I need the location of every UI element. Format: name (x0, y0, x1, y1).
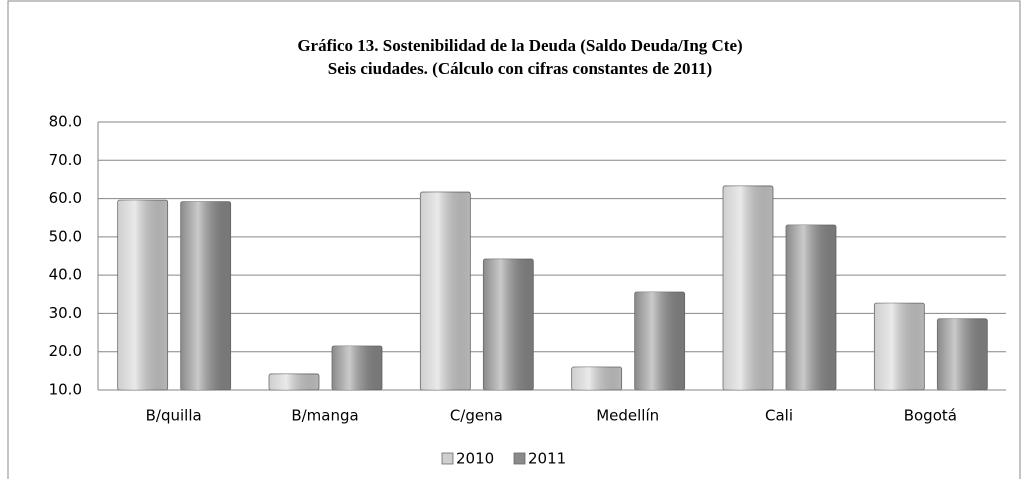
bar (268, 373, 320, 391)
x-tick-label: Bogotá (904, 407, 957, 425)
y-tick-label: 30.0 (49, 304, 82, 322)
legend-swatch (513, 452, 526, 465)
bar (936, 318, 988, 391)
chart-frame (7, 0, 1021, 479)
legend-label: 2011 (528, 450, 566, 468)
y-tick-label: 20.0 (49, 342, 82, 360)
chart-subtitle: Seis ciudades. (Cálculo con cifras const… (328, 59, 712, 78)
bar (180, 201, 232, 391)
bar (873, 302, 925, 391)
y-tick-label: 80.0 (49, 113, 82, 131)
y-tick-label: 40.0 (49, 266, 82, 284)
legend-swatch (441, 452, 454, 465)
bar (482, 258, 534, 391)
legend-label: 2010 (456, 450, 494, 468)
bar (571, 366, 623, 391)
bar (722, 185, 774, 391)
x-tick-label: B/quilla (146, 407, 202, 425)
y-tick-label: 50.0 (49, 227, 82, 245)
chart-title: Gráfico 13. Sostenibilidad de la Deuda (… (297, 36, 742, 55)
x-tick-label: C/gena (450, 407, 503, 425)
bar (785, 224, 837, 391)
bar (634, 291, 686, 391)
y-tick-label: 10.0 (49, 381, 82, 399)
bar (331, 345, 383, 391)
x-tick-label: B/manga (291, 407, 358, 425)
x-tick-label: Cali (765, 407, 793, 425)
bar (117, 199, 169, 391)
x-tick-label: Medellín (596, 407, 659, 425)
y-tick-label: 60.0 (49, 189, 82, 207)
y-tick-label: 70.0 (49, 151, 82, 169)
bar (419, 191, 471, 391)
